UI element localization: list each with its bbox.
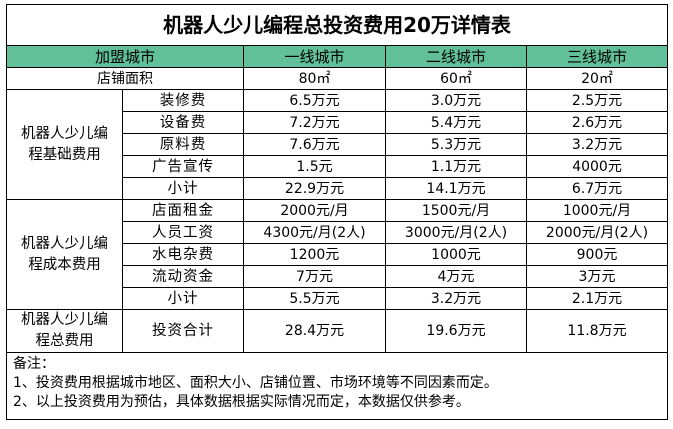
cell-value: 5.3万元 xyxy=(385,133,527,156)
note-item: 2、以上投资费用为预估，具体数据根据实际情况而定，本数据仅供参考。 xyxy=(13,394,470,410)
subtotal-value: 6.7万元 xyxy=(525,177,669,200)
area-tier3: 20㎡ xyxy=(525,67,669,90)
row-label: 装修费 xyxy=(122,89,244,112)
cell-value: 4万元 xyxy=(385,265,527,288)
row-label: 店面租金 xyxy=(122,199,244,222)
cell-value: 3.0万元 xyxy=(385,89,527,112)
investment-detail-table: 机器人少儿编程总投资费用20万详情表 加盟城市 一线城市 二线城市 三线城市 店… xyxy=(5,4,669,420)
cell-value: 5.4万元 xyxy=(385,111,527,134)
note-item: 1、投资费用根据城市地区、面积大小、店铺位置、市场环境等不同因素而定。 xyxy=(13,375,498,391)
cell-value: 1000元/月 xyxy=(525,199,669,222)
notes-heading: 备注： xyxy=(13,356,55,372)
cell-value: 2.5万元 xyxy=(525,89,669,112)
cell-value: 7.6万元 xyxy=(243,133,386,156)
total-value: 19.6万元 xyxy=(385,309,527,353)
cell-value: 7.2万元 xyxy=(243,111,386,134)
area-label: 店铺面积 xyxy=(6,67,244,90)
cell-value: 2000元/月(2人) xyxy=(525,221,669,244)
cell-value: 6.5万元 xyxy=(243,89,386,112)
row-label: 原料费 xyxy=(122,133,244,156)
subtotal-value: 14.1万元 xyxy=(385,177,527,200)
group-operating-costs: 机器人少儿编程成本费用 xyxy=(6,199,123,310)
header-city-label: 加盟城市 xyxy=(6,45,244,68)
total-label: 投资合计 xyxy=(122,309,244,353)
cell-value: 4000元 xyxy=(525,155,669,178)
cell-value: 1500元/月 xyxy=(385,199,527,222)
cell-value: 4300元/月(2人) xyxy=(243,221,386,244)
subtotal-value: 2.1万元 xyxy=(525,287,669,310)
subtotal-value: 5.5万元 xyxy=(243,287,386,310)
cell-value: 1200元 xyxy=(243,243,386,266)
cell-value: 1000元 xyxy=(385,243,527,266)
subtotal-value: 22.9万元 xyxy=(243,177,386,200)
header-tier3: 三线城市 xyxy=(525,45,669,68)
header-tier2: 二线城市 xyxy=(385,45,527,68)
total-value: 28.4万元 xyxy=(243,309,386,353)
row-label: 设备费 xyxy=(122,111,244,134)
cell-value: 3000元/月(2人) xyxy=(385,221,527,244)
area-tier1: 80㎡ xyxy=(243,67,386,90)
row-label: 广告宣传 xyxy=(122,155,244,178)
header-tier1: 一线城市 xyxy=(243,45,386,68)
area-tier2: 60㎡ xyxy=(385,67,527,90)
subtotal-value: 3.2万元 xyxy=(385,287,527,310)
group-total: 机器人少儿编程总费用 xyxy=(6,309,123,353)
cell-value: 7万元 xyxy=(243,265,386,288)
row-label: 流动资金 xyxy=(122,265,244,288)
cell-value: 1.5元 xyxy=(243,155,386,178)
table-title: 机器人少儿编程总投资费用20万详情表 xyxy=(5,4,669,46)
subtotal-label: 小计 xyxy=(122,177,244,200)
cell-value: 3万元 xyxy=(525,265,669,288)
cell-value: 2000元/月 xyxy=(243,199,386,222)
cell-value: 2.6万元 xyxy=(525,111,669,134)
subtotal-label: 小计 xyxy=(122,287,244,310)
row-label: 人员工资 xyxy=(122,221,244,244)
total-value: 11.8万元 xyxy=(525,309,669,353)
notes-section: 备注： 1、投资费用根据城市地区、面积大小、店铺位置、市场环境等不同因素而定。 … xyxy=(5,352,669,420)
cell-value: 1.1万元 xyxy=(385,155,527,178)
cell-value: 900元 xyxy=(525,243,669,266)
row-label: 水电杂费 xyxy=(122,243,244,266)
cell-value: 3.2万元 xyxy=(525,133,669,156)
group-base-costs: 机器人少儿编程基础费用 xyxy=(6,89,123,200)
